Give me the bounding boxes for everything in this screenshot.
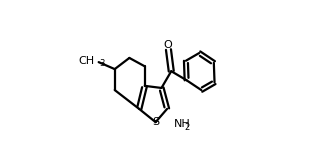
Text: 2: 2 (184, 123, 190, 132)
Text: CH: CH (78, 56, 95, 66)
Text: 3: 3 (99, 59, 105, 68)
Text: O: O (164, 40, 172, 50)
Text: S: S (152, 117, 159, 127)
Text: NH: NH (174, 119, 191, 129)
